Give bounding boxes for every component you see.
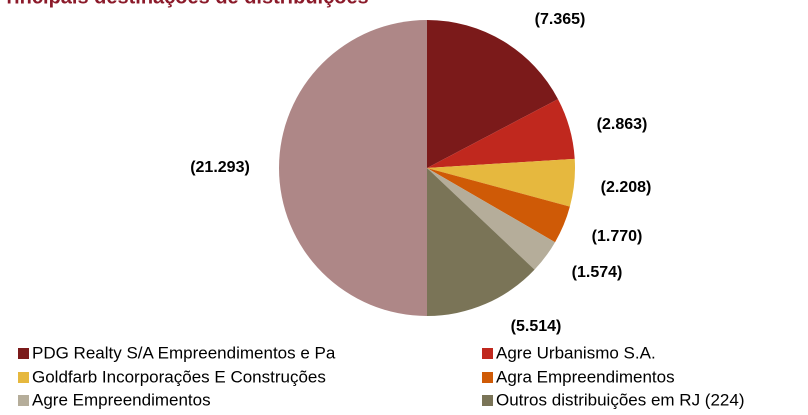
legend-label: Agre Urbanismo S.A.	[496, 343, 656, 362]
pie-slice	[279, 20, 427, 316]
pie-slice	[426, 168, 535, 316]
chart-title: Principais destinações de distribuições	[0, 0, 369, 8]
pie-slice	[427, 168, 556, 270]
data-label: (5.514)	[511, 318, 562, 335]
legend-swatch	[18, 372, 29, 383]
legend-swatch	[482, 372, 493, 383]
legend-swatch	[482, 395, 493, 406]
legend-swatch	[18, 348, 29, 359]
pie-slice	[427, 158, 575, 207]
data-label: (2.208)	[601, 179, 652, 196]
data-label: (7.365)	[535, 11, 586, 28]
legend-swatch	[482, 348, 493, 359]
data-label: (21.293)	[190, 159, 250, 176]
legend-label: PDG Realty S/A Empreendimentos e Pa	[32, 343, 336, 362]
legend-label: Goldfarb Incorporações E Construções	[32, 367, 326, 386]
data-label: (1.574)	[572, 264, 623, 281]
data-label: (1.770)	[592, 228, 643, 245]
legend-label: Agre Empreendimentos	[32, 390, 211, 409]
legend-label: Outros distribuições em RJ (224)	[496, 390, 744, 409]
pie-slice	[427, 20, 558, 168]
pie-slice	[427, 99, 575, 168]
data-label: (2.863)	[597, 116, 648, 133]
legend-label: Agra Empreendimentos	[496, 367, 675, 386]
pie-slice	[427, 168, 570, 243]
legend-swatch	[18, 395, 29, 406]
